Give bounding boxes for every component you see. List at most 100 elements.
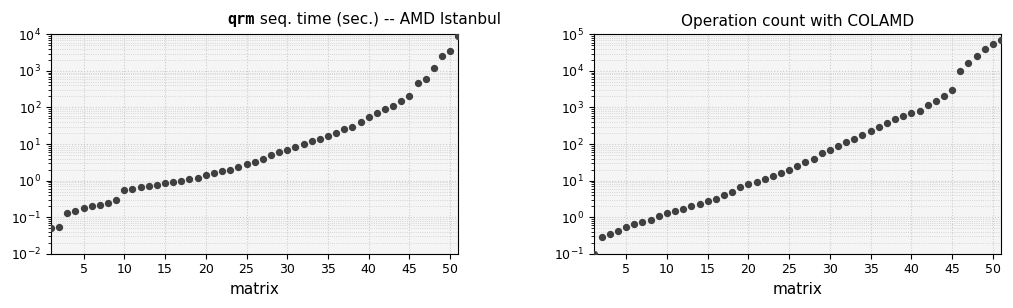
Point xyxy=(602,231,618,236)
Point xyxy=(813,151,830,156)
Point xyxy=(116,188,133,192)
Point xyxy=(304,139,320,144)
Point xyxy=(757,176,773,181)
Point xyxy=(189,175,206,180)
Point xyxy=(920,102,936,107)
Point xyxy=(936,94,952,99)
X-axis label: matrix: matrix xyxy=(772,282,823,297)
Point xyxy=(133,185,149,190)
Point xyxy=(377,107,393,111)
Point xyxy=(724,189,741,194)
Point xyxy=(968,54,985,59)
Point xyxy=(214,169,230,174)
Point xyxy=(732,185,749,190)
Point xyxy=(700,199,716,204)
Point xyxy=(594,235,610,240)
Point xyxy=(871,124,887,129)
Point xyxy=(789,164,805,168)
Point xyxy=(92,202,108,207)
Point xyxy=(854,132,870,137)
Point xyxy=(280,147,296,152)
Point xyxy=(822,147,838,152)
Point xyxy=(634,220,650,225)
Point xyxy=(960,60,977,65)
Point xyxy=(165,180,181,185)
Point xyxy=(222,167,238,172)
Point xyxy=(626,221,642,226)
Point xyxy=(928,99,944,103)
Point xyxy=(425,66,442,71)
Point xyxy=(773,171,789,176)
Point xyxy=(417,77,434,82)
Point xyxy=(100,200,116,205)
Point xyxy=(749,180,765,185)
Point xyxy=(952,68,968,73)
Point xyxy=(993,38,1009,43)
Text: qrm: qrm xyxy=(227,12,254,27)
Point xyxy=(716,192,732,197)
Point xyxy=(157,181,173,186)
Point xyxy=(246,160,262,164)
Point xyxy=(262,152,279,157)
Point xyxy=(393,99,409,103)
Point xyxy=(618,224,634,229)
Point xyxy=(610,228,626,233)
Point xyxy=(797,160,813,164)
Point xyxy=(765,174,781,179)
Point xyxy=(642,217,658,222)
Point xyxy=(369,111,385,116)
Point xyxy=(51,224,67,229)
Point xyxy=(692,201,708,206)
Point xyxy=(846,136,862,141)
Point xyxy=(361,115,377,120)
Point xyxy=(805,156,822,161)
Point xyxy=(344,124,361,129)
Point xyxy=(675,206,691,211)
Point xyxy=(75,205,91,210)
Point xyxy=(238,162,254,167)
Point xyxy=(879,120,895,125)
Point xyxy=(254,156,270,161)
Point xyxy=(336,127,353,132)
Point xyxy=(904,111,920,116)
Point xyxy=(296,142,312,147)
Point xyxy=(683,204,699,209)
Text: seq. time (sec.) -- AMD Istanbul: seq. time (sec.) -- AMD Istanbul xyxy=(254,12,500,27)
Point xyxy=(985,42,1001,47)
Point xyxy=(328,131,344,136)
Point xyxy=(650,213,667,218)
Point xyxy=(912,108,928,113)
Point xyxy=(451,34,467,38)
Point xyxy=(434,54,450,59)
Point xyxy=(181,176,198,181)
Point xyxy=(173,178,189,183)
Point xyxy=(353,120,369,124)
Point xyxy=(838,140,854,145)
Point xyxy=(862,128,878,133)
Point xyxy=(230,164,246,169)
Point xyxy=(944,87,960,92)
Point xyxy=(385,103,401,108)
Point xyxy=(141,184,157,189)
Point xyxy=(586,251,602,256)
Point xyxy=(43,226,59,231)
Point xyxy=(409,80,425,85)
X-axis label: matrix: matrix xyxy=(230,282,280,297)
Point xyxy=(320,133,336,138)
Point xyxy=(781,167,797,172)
Point xyxy=(830,143,846,148)
Point xyxy=(288,144,304,149)
Point xyxy=(312,136,328,141)
Point xyxy=(271,150,288,155)
Point xyxy=(108,197,125,202)
Point xyxy=(658,210,675,215)
Title: Operation count with COLAMD: Operation count with COLAMD xyxy=(681,14,914,29)
Point xyxy=(401,94,417,99)
Point xyxy=(149,183,165,188)
Point xyxy=(741,182,757,187)
Point xyxy=(442,49,458,54)
Point xyxy=(667,208,683,213)
Point xyxy=(83,204,99,209)
Point xyxy=(977,47,993,51)
Point xyxy=(125,186,141,191)
